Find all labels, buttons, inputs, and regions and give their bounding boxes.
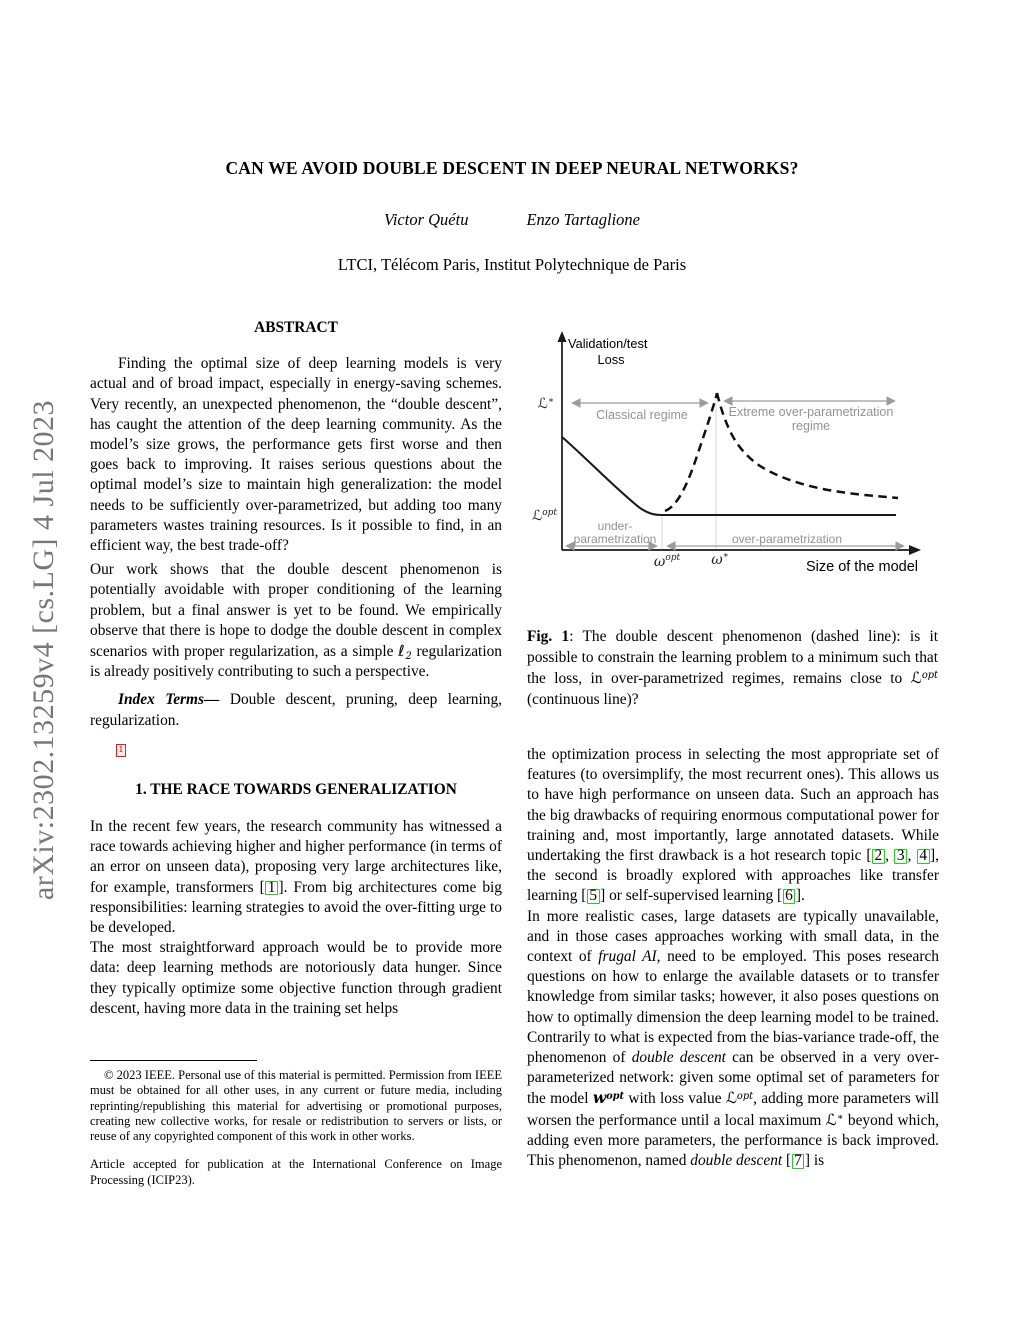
math-symbol: ℓ2 <box>398 642 412 662</box>
paper-title: CAN WE AVOID DOUBLE DESCENT IN DEEP NEUR… <box>225 158 799 178</box>
footnote-marker-row: 1 <box>116 738 502 757</box>
right-paragraph-1: the optimization process in selecting th… <box>527 746 939 905</box>
bold-text: Fig. 1 <box>527 628 570 645</box>
bold-italic-text: Index Terms— <box>118 691 220 709</box>
abstract-paragraph-1: Finding the optimal size of deep learnin… <box>90 355 502 555</box>
y-axis-label-line2: Loss <box>597 352 624 367</box>
math-symbol: ℒ∗ <box>825 1110 844 1129</box>
citation-link[interactable]: 2 <box>872 848 885 864</box>
citation-link[interactable]: 7 <box>791 1153 805 1169</box>
section-1-paragraph-1: In the recent few years, the research co… <box>90 818 502 937</box>
affiliation: LTCI, Télécom Paris, Institut Polytechni… <box>337 255 687 274</box>
author-name: Victor Quétu <box>383 210 469 229</box>
over-param-label: over-parametrization <box>732 532 842 546</box>
italic-text: double descent <box>690 1152 783 1170</box>
y-axis-arrowhead <box>557 331 567 342</box>
y-tick-loss-opt: ℒopt <box>532 508 557 524</box>
classical-regime-label: Classical regime <box>596 408 688 422</box>
extreme-regime-label-line2: regime <box>792 419 830 433</box>
citation-link[interactable]: 1 <box>265 880 278 896</box>
citation-link[interactable]: 5 <box>586 888 600 904</box>
math-symbol: wopt <box>592 1089 625 1108</box>
copyright-notice: © 2023 IEEE. Personal use of this materi… <box>90 1068 502 1144</box>
index-terms: Index Terms— Double descent, pruning, de… <box>90 691 502 729</box>
section-1-paragraph-2: The most straightforward approach would … <box>90 939 502 1017</box>
footnote-rule <box>90 1060 257 1061</box>
abstract-heading: ABSTRACT <box>254 319 338 336</box>
italic-text: frugal AI <box>598 948 657 966</box>
citation-link[interactable]: 6 <box>782 888 796 904</box>
acceptance-notice: Article accepted for publication at the … <box>90 1157 502 1187</box>
x-tick-w-opt: ωopt <box>654 553 681 570</box>
right-paragraph-2: In more realistic cases, large datasets … <box>527 907 939 1170</box>
figure-1: Validation/test Loss ℒ∗ ℒopt Classical r… <box>527 330 937 592</box>
x-tick-w-star: ω∗ <box>711 551 729 568</box>
citation-link[interactable]: 3 <box>894 848 908 864</box>
arxiv-banner: arXiv:2302.13259v4 [cs.LG] 4 Jul 2023 <box>27 399 60 901</box>
continuous-loss-curve <box>561 436 896 517</box>
y-tick-loss-star: ℒ∗ <box>538 396 554 412</box>
extreme-regime-label-line1: Extreme over-parametrization <box>729 405 894 419</box>
footnote-block: © 2023 IEEE. Personal use of this materi… <box>90 1060 502 1188</box>
under-param-label-line2: parametrization <box>574 532 657 546</box>
under-param-label-line1: under- <box>598 519 633 533</box>
section-1-heading: 1. THE RACE TOWARDS GENERALIZATION <box>135 780 457 798</box>
math-symbol: ℒopt <box>725 1089 754 1108</box>
citation-link[interactable]: 4 <box>916 848 930 864</box>
footnote-marker-link[interactable]: 1 <box>116 743 126 757</box>
right-column: the optimization process in selecting th… <box>527 745 939 1171</box>
x-axis-arrowhead <box>909 545 921 555</box>
italic-text: double descent <box>631 1049 726 1067</box>
abstract-paragraph-2: Our work shows that the double descent p… <box>90 561 502 681</box>
double-descent-rise <box>664 392 719 513</box>
x-axis-label: Size of the model <box>806 559 918 575</box>
math-symbol: ℒopt <box>910 669 938 687</box>
figure-1-caption: Fig. 1: The double descent phenomenon (d… <box>527 628 939 708</box>
double-descent-diagram: Validation/test Loss ℒ∗ ℒopt Classical r… <box>532 331 921 575</box>
left-column: ABSTRACT Finding the optimal size of dee… <box>90 318 502 1019</box>
double-descent-fall <box>715 392 899 500</box>
author-list: Victor Quétu Enzo Tartaglione <box>0 210 1024 230</box>
y-axis-label-line1: Validation/test <box>568 336 648 351</box>
author-name: Enzo Tartaglione <box>526 210 640 229</box>
